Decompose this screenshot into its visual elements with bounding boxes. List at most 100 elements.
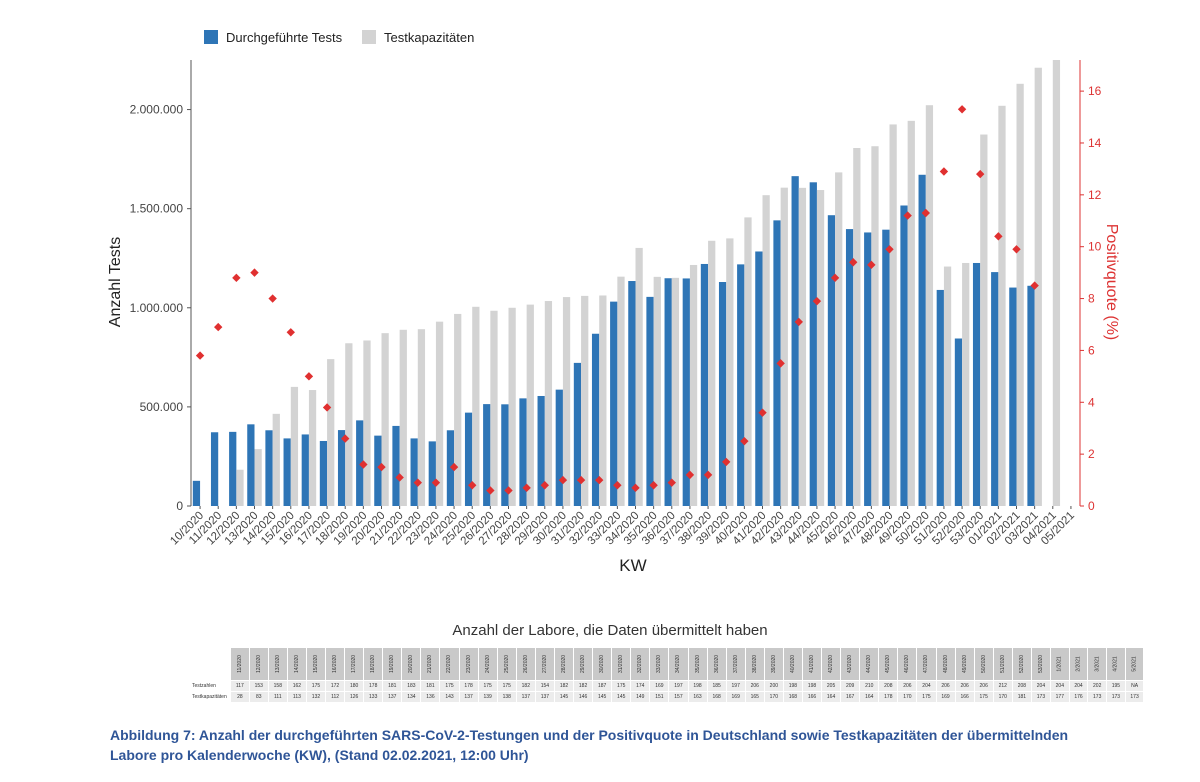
positivity-point: [268, 294, 277, 303]
table-cell: 126: [344, 691, 365, 703]
bar-tests: [410, 438, 418, 506]
table-cell: 143: [439, 691, 460, 703]
x-ticks: 10/202011/202012/202013/202014/202015/20…: [168, 506, 1077, 548]
table-cell: 168: [782, 691, 803, 703]
table-week-header: 3/2021: [1087, 647, 1108, 681]
bar-capacity: [327, 359, 335, 506]
table-cell: 205: [821, 680, 842, 692]
bar-capacity: [254, 449, 262, 506]
bars: [192, 60, 1061, 507]
y2-tick-label: 10: [1088, 240, 1102, 254]
table-cell: 181: [382, 680, 403, 692]
table-week-header: 20/2020: [401, 647, 422, 681]
table-week-header: 26/2020: [515, 647, 536, 681]
table-cell: 181: [420, 680, 441, 692]
table-week-header: 41/2020: [801, 647, 823, 681]
table-cell: 138: [496, 691, 517, 703]
table-week-header: 4/2021: [1106, 647, 1126, 681]
bar-tests: [337, 430, 346, 506]
bar-capacity: [236, 469, 244, 506]
table-week-header: 19/2020: [382, 647, 403, 681]
positivity-point: [794, 317, 803, 327]
table-cell: 153: [248, 680, 269, 692]
bar-tests: [555, 389, 563, 506]
table-cell: 206: [935, 680, 956, 692]
bar-tests: [791, 176, 799, 507]
table-week-header: 33/2020: [649, 647, 670, 681]
legend-label-capacity: Testkapazitäten: [384, 30, 474, 45]
table-week-header: 42/2020: [821, 647, 842, 681]
positivity-point: [867, 260, 876, 270]
bar-tests: [483, 404, 491, 506]
table-cell: 176: [1068, 691, 1089, 703]
table-cell: 212: [992, 680, 1013, 692]
bar-tests: [519, 398, 527, 506]
bar-capacity: [635, 247, 643, 506]
table-cell: 206: [954, 680, 975, 692]
y2-tick-label: 4: [1088, 395, 1095, 409]
table-cell: 173: [1106, 691, 1126, 703]
table-week-header: 14/2020: [286, 647, 307, 681]
bar-capacity: [998, 105, 1006, 506]
bar-capacity: [980, 134, 988, 506]
y-tick-label: 0: [176, 499, 183, 513]
bar-tests: [537, 395, 545, 506]
bar-tests: [229, 431, 237, 506]
table-cell: 168: [706, 691, 727, 703]
table-cell: 175: [916, 691, 937, 703]
table-cell: 164: [821, 691, 842, 703]
table-week-header: 43/2020: [840, 647, 861, 681]
table-cell: 173: [1030, 691, 1051, 703]
bar-capacity: [835, 172, 843, 506]
bar-capacity: [708, 240, 716, 506]
positivity-point: [1012, 245, 1021, 254]
bar-tests: [900, 205, 908, 506]
bar-tests: [374, 435, 382, 506]
positivity-point: [359, 460, 368, 469]
bar-capacity: [454, 313, 462, 506]
table-cell: 173: [1124, 691, 1145, 703]
table-cell: 181: [1011, 691, 1032, 703]
positivity-point: [250, 268, 259, 277]
positivity-point: [232, 273, 241, 283]
table-week-header: 16/2020: [325, 647, 346, 681]
table-cell: 146: [573, 691, 594, 703]
bar-capacity: [363, 340, 371, 506]
table-week-header: 49/2020: [954, 647, 975, 681]
table-row-label: Testzahlen: [190, 680, 231, 692]
bar-tests: [210, 432, 219, 506]
table-cell: 165: [744, 691, 765, 703]
table-cell: 166: [801, 691, 823, 703]
legend-label-tests: Durchgeführte Tests: [226, 30, 343, 45]
table-cell: 204: [1030, 680, 1051, 692]
positivity-point: [994, 232, 1003, 241]
bar-tests: [918, 174, 926, 506]
table-week-header: 46/2020: [897, 647, 918, 681]
table-cell: 208: [878, 680, 899, 692]
table-cell: 210: [859, 680, 880, 692]
y2-tick-label: 16: [1088, 84, 1102, 98]
table-week-header: 1/2021: [1049, 647, 1070, 681]
table-week-header: 39/2020: [763, 647, 784, 681]
table-row: Testzahlen 117 153 158 162 175 172 180 178 181 183…: [190, 680, 1145, 692]
bar-capacity: [907, 120, 915, 507]
y-tick-label: 1.500.000: [130, 202, 184, 216]
bar-capacity: [726, 238, 734, 506]
positivity-point: [613, 481, 622, 490]
positivity-point: [758, 408, 767, 417]
bar-capacity: [689, 264, 698, 506]
table-cell: 145: [611, 691, 632, 703]
bar-capacity: [599, 295, 607, 506]
table-cell: 197: [668, 680, 689, 692]
bar-tests: [972, 262, 981, 506]
positivity-point: [304, 372, 314, 381]
table-cell: 157: [668, 691, 689, 703]
table-week-header: 51/2020: [992, 647, 1013, 681]
table-cell: 169: [649, 680, 670, 692]
bar-tests: [737, 264, 745, 506]
bar-capacity: [762, 195, 770, 506]
bar-capacity: [853, 148, 861, 506]
table-cell: 158: [267, 680, 288, 692]
legend-swatch-capacity: [362, 30, 376, 44]
legend-swatch-tests: [204, 30, 218, 44]
